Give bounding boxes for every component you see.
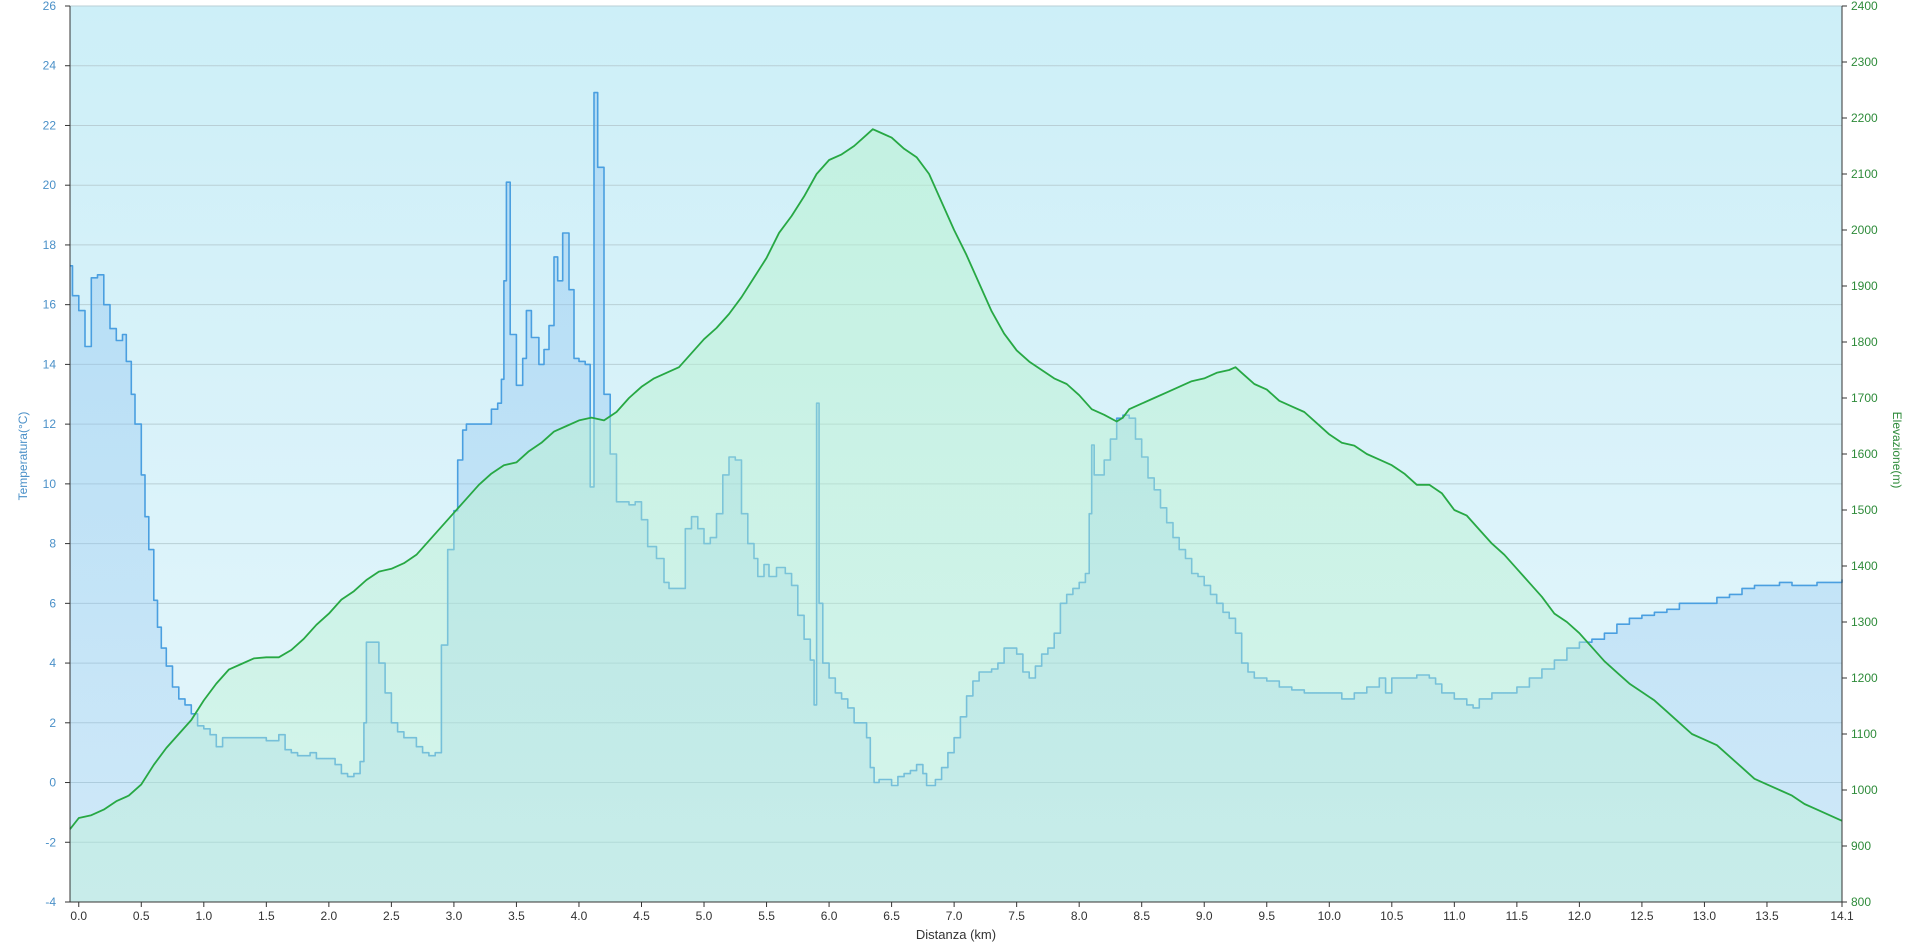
elevation-series bbox=[69, 128, 1843, 902]
right-tick-label: 2300 bbox=[1851, 55, 1878, 69]
x-tick-label: 6.0 bbox=[821, 909, 838, 923]
left-tick-label: 8 bbox=[49, 537, 56, 551]
right-tick-label: 2100 bbox=[1851, 167, 1878, 181]
x-tick-label: 7.0 bbox=[946, 909, 963, 923]
left-tick-label: 2 bbox=[49, 716, 56, 730]
x-tick-label: 1.5 bbox=[258, 909, 275, 923]
left-tick-label: 6 bbox=[49, 596, 56, 610]
left-tick-label: -4 bbox=[45, 895, 56, 909]
right-tick-label: 900 bbox=[1851, 839, 1871, 853]
x-tick-label: 13.5 bbox=[1755, 909, 1779, 923]
left-tick-label: -2 bbox=[45, 835, 56, 849]
left-tick-label: 16 bbox=[43, 298, 57, 312]
x-tick-label: 3.0 bbox=[446, 909, 463, 923]
x-tick-label: 0.5 bbox=[133, 909, 150, 923]
left-tick-label: 10 bbox=[43, 477, 57, 491]
right-tick-label: 1800 bbox=[1851, 335, 1878, 349]
right-tick-label: 1700 bbox=[1851, 391, 1878, 405]
x-tick-label: 12.5 bbox=[1630, 909, 1654, 923]
x-tick-label: 1.0 bbox=[195, 909, 212, 923]
x-tick-label: 12.0 bbox=[1568, 909, 1592, 923]
right-tick-label: 1300 bbox=[1851, 615, 1878, 629]
x-tick-label: 3.5 bbox=[508, 909, 525, 923]
x-tick-label: 10.0 bbox=[1318, 909, 1342, 923]
x-tick-label: 8.0 bbox=[1071, 909, 1088, 923]
left-tick-label: 18 bbox=[43, 238, 57, 252]
x-tick-label: 8.5 bbox=[1133, 909, 1150, 923]
x-tick-label: 14.1 bbox=[1830, 909, 1854, 923]
elevation-line bbox=[69, 128, 1843, 830]
x-axis-title: Distanza (km) bbox=[916, 927, 996, 942]
y-axis-left-title: Temperatura(°C) bbox=[16, 412, 30, 501]
right-tick-label: 1000 bbox=[1851, 783, 1878, 797]
x-tick-label: 5.0 bbox=[696, 909, 713, 923]
right-tick-label: 2000 bbox=[1851, 223, 1878, 237]
left-tick-label: 0 bbox=[49, 776, 56, 790]
x-tick-label: 2.0 bbox=[321, 909, 338, 923]
left-tick-label: 14 bbox=[43, 357, 57, 371]
x-tick-label: 9.5 bbox=[1258, 909, 1275, 923]
left-tick-label: 24 bbox=[43, 59, 57, 73]
right-tick-label: 2200 bbox=[1851, 111, 1878, 125]
x-tick-label: 6.5 bbox=[883, 909, 900, 923]
right-tick-label: 1400 bbox=[1851, 559, 1878, 573]
x-tick-label: 11.5 bbox=[1506, 909, 1529, 923]
x-tick-label: 4.0 bbox=[571, 909, 588, 923]
right-tick-label: 1200 bbox=[1851, 671, 1878, 685]
right-tick-label: 800 bbox=[1851, 895, 1871, 909]
right-tick-label: 2400 bbox=[1851, 0, 1878, 13]
left-tick-label: 26 bbox=[43, 0, 57, 13]
x-tick-label: 2.5 bbox=[383, 909, 400, 923]
right-axis-ticks: 2400 2300 2200 2100 2000 1900 1800 1700 1600 1500… bbox=[1842, 0, 1878, 909]
x-tick-label: 13.0 bbox=[1693, 909, 1717, 923]
left-tick-label: 4 bbox=[49, 656, 56, 670]
x-tick-label: 4.5 bbox=[633, 909, 650, 923]
x-tick-label: 10.5 bbox=[1380, 909, 1404, 923]
x-tick-label: 9.0 bbox=[1196, 909, 1213, 923]
left-tick-label: 12 bbox=[43, 417, 57, 431]
elevation-area bbox=[70, 129, 1842, 902]
left-tick-label: 22 bbox=[43, 118, 57, 132]
x-tick-label: 0.0 bbox=[70, 909, 87, 923]
right-tick-label: 1600 bbox=[1851, 447, 1878, 461]
x-tick-label: 5.5 bbox=[758, 909, 775, 923]
x-axis-ticks: 0.0 0.5 1.0 1.5 2.0 2.5 3.0 3.5 4.0 4.5 5.0 5.5 6.0 6… bbox=[70, 902, 1854, 923]
x-tick-label: 11.0 bbox=[1443, 909, 1466, 923]
right-tick-label: 1900 bbox=[1851, 279, 1878, 293]
y-axis-right-title: Elevazione(m) bbox=[1890, 412, 1904, 489]
x-tick-label: 7.5 bbox=[1008, 909, 1025, 923]
left-tick-label: 20 bbox=[43, 178, 57, 192]
right-tick-label: 1500 bbox=[1851, 503, 1878, 517]
right-tick-label: 1100 bbox=[1851, 727, 1877, 741]
